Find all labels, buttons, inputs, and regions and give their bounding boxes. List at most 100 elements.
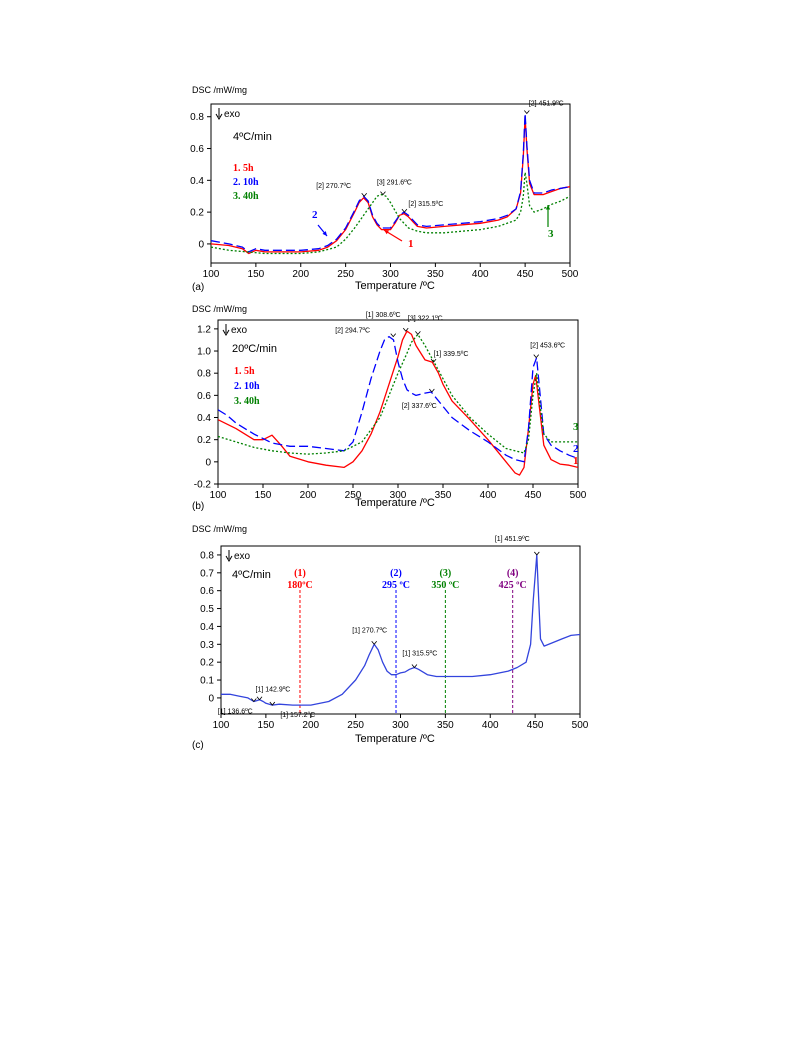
peak-marker-icon [390, 333, 397, 338]
legend-entry: 1. 5h [233, 163, 254, 174]
series-group [221, 554, 580, 706]
rate-label: 4ºC/min [233, 131, 272, 143]
y-axis-label: DSC /mW/mg [192, 524, 247, 534]
curve-number-label: 1 [408, 238, 414, 250]
x-tick-label: 450 [527, 720, 544, 731]
y-tick-label: 0.3 [200, 640, 214, 651]
y-tick-label: 0.1 [200, 676, 214, 687]
x-tick-label: 100 [203, 269, 220, 280]
peak-annotation: [1] 339.5ºC [434, 351, 469, 358]
peak-marker-icon [534, 551, 540, 556]
peak-annotation: [1] 308.6ºC [366, 312, 401, 319]
peak-marker-icon [256, 696, 263, 701]
legend-entry: 2. 10h [233, 177, 259, 188]
chart-panel-3: 0 0.1 0.2 0.3 0.4 0.5 0.6 0.7 0.8 100 150 200 250 300… [192, 524, 589, 751]
curve-number-label: 3 [573, 421, 579, 433]
peak-marker-icon [402, 327, 409, 332]
peak-annotation: [3] 291.6ºC [377, 180, 412, 187]
peak-annotation: [3] 322.1ºC [408, 315, 443, 322]
x-tick-label: 100 [210, 490, 227, 501]
x-tick-label: 350 [427, 269, 444, 280]
peak-marker-icon [415, 331, 421, 336]
series-line [218, 335, 578, 463]
x-axis-label: Temperature /ºC [355, 280, 435, 292]
x-tick-label: 150 [258, 720, 275, 731]
curve-number-label: 2 [312, 209, 318, 221]
peak-marker-icon [533, 354, 540, 359]
series-line [218, 330, 578, 476]
y-tick-label: 0.8 [197, 369, 211, 380]
x-tick-label: 200 [302, 720, 319, 731]
exo-label: exo [224, 109, 241, 120]
x-tick-label: 200 [300, 490, 317, 501]
series-group [211, 112, 570, 255]
curve-pointer-arrowhead-icon [322, 231, 327, 236]
peak-marker-icon [380, 191, 386, 196]
x-tick-label: 300 [392, 720, 409, 731]
y-tick-label: 0.6 [200, 586, 214, 597]
peak-marker-icon [430, 358, 437, 363]
peak-annotation: [2] 451.9ºC [529, 101, 564, 108]
y-tick-label: 0.6 [197, 391, 211, 402]
x-tick-label: 500 [572, 720, 589, 731]
x-tick-label: 250 [337, 269, 354, 280]
x-tick-label: 300 [390, 490, 407, 501]
y-tick-label: 0.4 [197, 413, 211, 424]
temperature-marker-value: 350 ºC [431, 580, 459, 591]
x-tick-label: 400 [482, 720, 499, 731]
peak-marker-icon [361, 192, 368, 197]
y-tick-label: 0.2 [197, 435, 211, 446]
peak-annotation: [1] 451.9ºC [495, 536, 530, 543]
y-tick-label: 0.6 [190, 144, 204, 155]
exo-arrow-head-icon [222, 329, 230, 336]
x-tick-label: 350 [437, 720, 454, 731]
legend-entry: 1. 5h [234, 366, 255, 377]
rate-label: 20ºC/min [232, 343, 277, 355]
x-tick-label: 450 [517, 269, 534, 280]
legend-entry: 2. 10h [234, 381, 260, 392]
peak-annotation: [1] 157.2ºC [280, 712, 315, 719]
y-tick-label: 1.0 [197, 347, 211, 358]
x-tick-label: 300 [382, 269, 399, 280]
peak-annotation: [2] 315.5ºC [408, 201, 443, 208]
peak-marker-icon [251, 698, 257, 703]
y-axis-label: DSC /mW/mg [192, 304, 247, 314]
legend-entry: 3. 40h [233, 191, 259, 202]
curve-number-label: 3 [548, 228, 554, 240]
series-line [221, 554, 580, 706]
y-tick-label: 0.4 [200, 622, 214, 633]
peak-marker-icon [411, 664, 418, 669]
y-tick-label: 0.4 [190, 176, 204, 187]
peak-annotation: [2] 453.6ºC [530, 343, 565, 350]
peak-marker-icon [371, 641, 378, 645]
x-axis-label: Temperature /ºC [355, 733, 435, 745]
y-tick-label: 0.2 [190, 208, 204, 219]
y-axis-label: DSC /mW/mg [192, 85, 247, 95]
y-tick-label: 0 [208, 693, 214, 704]
x-tick-label: 400 [472, 269, 489, 280]
y-tick-label: 0.7 [200, 568, 214, 579]
y-tick-label: -0.2 [194, 480, 212, 491]
curve-pointer-arrowhead-icon [545, 205, 551, 210]
rate-label: 4ºC/min [232, 569, 271, 581]
x-tick-label: 250 [345, 490, 362, 501]
peak-annotation: [2] 337.6ºC [402, 403, 437, 410]
temperature-marker-index: (1) [294, 568, 306, 579]
legend-entry: 3. 40h [234, 396, 260, 407]
series-line [211, 112, 570, 253]
temperature-marker-index: (4) [507, 568, 519, 579]
peak-marker-icon [401, 208, 408, 213]
series-group [218, 330, 578, 476]
x-tick-label: 150 [248, 269, 265, 280]
x-tick-label: 200 [292, 269, 309, 280]
peak-marker-icon [269, 701, 276, 706]
peak-annotation: [1] 270.7ºC [352, 627, 387, 634]
peak-annotation: [2] 294.7ºC [335, 328, 370, 335]
y-tick-label: 0 [198, 239, 204, 250]
temperature-marker-value: 295 ºC [382, 580, 410, 591]
y-tick-label: 0 [205, 457, 211, 468]
y-tick-label: 0.5 [200, 604, 214, 615]
series-line [211, 171, 570, 255]
